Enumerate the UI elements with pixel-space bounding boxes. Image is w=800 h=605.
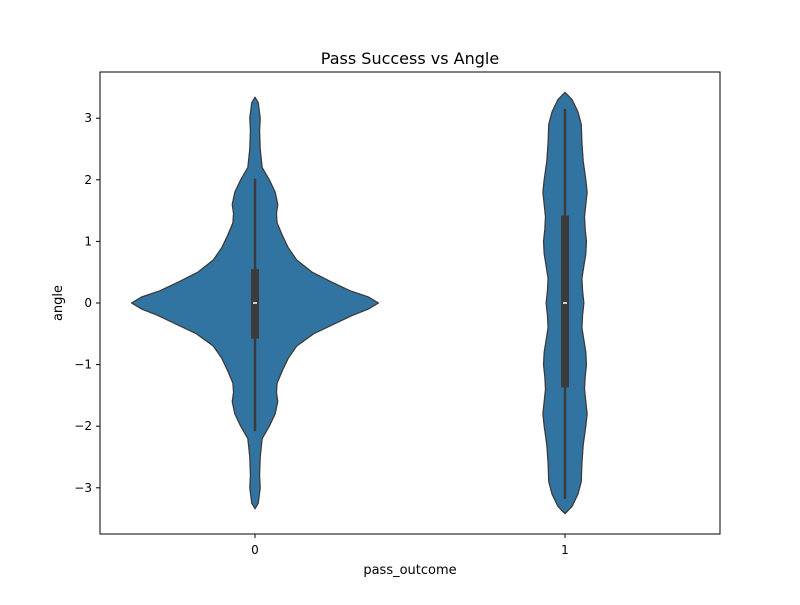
y-tick-label: −1 (74, 358, 92, 372)
violin-iqr-box-1 (561, 215, 569, 388)
x-tick-label: 0 (251, 543, 259, 557)
x-axis-label: pass_outcome (363, 563, 456, 578)
y-tick-label: 0 (84, 296, 92, 310)
y-tick-label: −2 (74, 419, 92, 433)
y-tick-label: 1 (84, 234, 92, 248)
chart-title: Pass Success vs Angle (321, 49, 499, 68)
y-tick-label: 2 (84, 173, 92, 187)
violins-layer (130, 91, 588, 515)
violin-iqr-box-0 (251, 269, 259, 339)
y-tick-label: −3 (74, 481, 92, 495)
y-tick-label: 3 (84, 111, 92, 125)
y-axis: −3 −2 −1 0 1 2 3 (74, 111, 100, 495)
y-axis-label: angle (51, 285, 66, 321)
x-tick-label: 1 (561, 543, 569, 557)
